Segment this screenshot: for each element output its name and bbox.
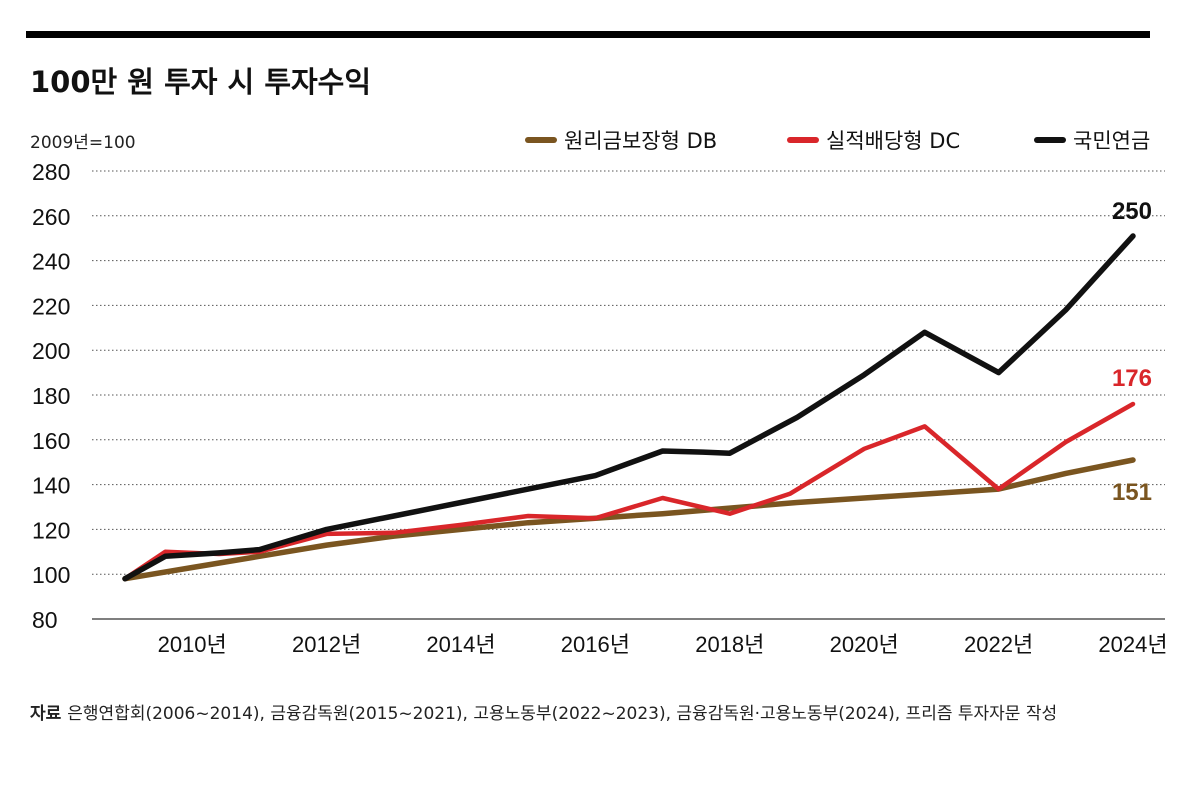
end-value-labels: 151 176 250 xyxy=(1112,198,1152,506)
legend-label: 실적배당형 DC xyxy=(826,129,960,153)
y-tick-label: 240 xyxy=(32,249,70,275)
y-tick-label: 220 xyxy=(32,293,70,319)
y-tick-label: 80 xyxy=(32,607,58,633)
y-tick-label: 160 xyxy=(32,428,70,454)
source-note: 자료 은행연합회(2006~2014), 금융감독원(2015~2021), 고용… xyxy=(30,700,1170,728)
y-axis-unit-label: 2009년=100 xyxy=(30,133,136,153)
y-tick-label: 100 xyxy=(32,562,70,588)
series-lines xyxy=(122,233,1136,582)
y-tick-label: 180 xyxy=(32,383,70,409)
legend-label: 국민연금 xyxy=(1073,129,1150,153)
y-tick-label: 120 xyxy=(32,517,70,543)
x-tick-label: 2022년 xyxy=(964,632,1033,657)
x-tick-label: 2012년 xyxy=(292,632,361,657)
x-tick-label: 2014년 xyxy=(426,632,495,657)
y-tick-label: 140 xyxy=(32,473,70,499)
y-axis-ticks: 80 100 120 140 160 180 200 220 240 260 280 xyxy=(32,159,70,633)
x-tick-label: 2010년 xyxy=(158,632,227,657)
line-chart: 100만 원 투자 시 투자수익 2009년=100 80 100 120 140 16… xyxy=(26,31,1168,657)
legend: 원리금보장형 DB 실적배당형 DC 국민연금 xyxy=(525,129,1150,153)
series-line-1 xyxy=(122,457,1136,582)
chart-title: 100만 원 투자 시 투자수익 xyxy=(30,65,371,99)
y-tick-label: 280 xyxy=(32,159,70,185)
end-value-label: 151 xyxy=(1112,479,1152,506)
gridlines xyxy=(92,170,1165,620)
series-line-3 xyxy=(122,233,1136,582)
x-tick-label: 2024년 xyxy=(1098,632,1167,657)
end-value-label: 250 xyxy=(1112,198,1152,225)
legend-label: 원리금보장형 DB xyxy=(564,129,717,153)
x-tick-label: 2020년 xyxy=(830,632,899,657)
source-text: 은행연합회(2006~2014), 금융감독원(2015~2021), 고용노동… xyxy=(67,704,1058,724)
source-label: 자료 xyxy=(30,704,62,724)
x-tick-label: 2018년 xyxy=(695,632,764,657)
y-tick-label: 200 xyxy=(32,338,70,364)
x-axis-ticks: 2010년 2012년 2014년 2016년 2018년 2020년 2022년 2024년 xyxy=(158,632,1168,657)
end-value-label: 176 xyxy=(1112,365,1152,392)
y-tick-label: 260 xyxy=(32,204,70,230)
top-rule xyxy=(26,31,1150,38)
x-tick-label: 2016년 xyxy=(561,632,630,657)
